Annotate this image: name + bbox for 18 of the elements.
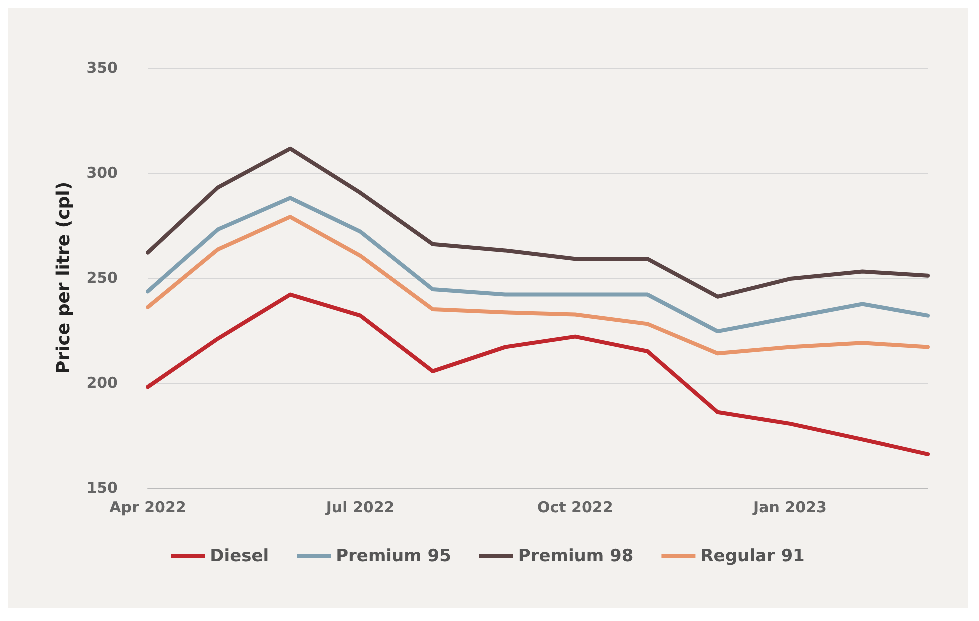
y-tick-label: 150: [86, 479, 118, 497]
y-tick-label: 250: [86, 269, 118, 287]
y-tick-label: 350: [86, 59, 118, 77]
x-tick-label: Oct 2022: [537, 498, 614, 516]
x-tick-label: Jan 2023: [752, 498, 827, 516]
legend-label: Diesel: [210, 546, 270, 566]
line-series: [146, 215, 930, 356]
y-tick-label: 200: [86, 374, 118, 392]
legend-label: Regular 91: [700, 546, 805, 566]
x-tick-label: Jul 2022: [325, 498, 395, 516]
line-series: [146, 146, 930, 299]
y-tick-label: 300: [86, 164, 118, 182]
legend-label: Premium 98: [518, 546, 634, 566]
y-axis-title: Price per litre (cpl): [54, 182, 74, 374]
legend-label: Premium 95: [336, 546, 452, 566]
line-series: [146, 292, 930, 456]
x-tick-label: Apr 2022: [110, 498, 186, 516]
line-series: [146, 196, 930, 334]
